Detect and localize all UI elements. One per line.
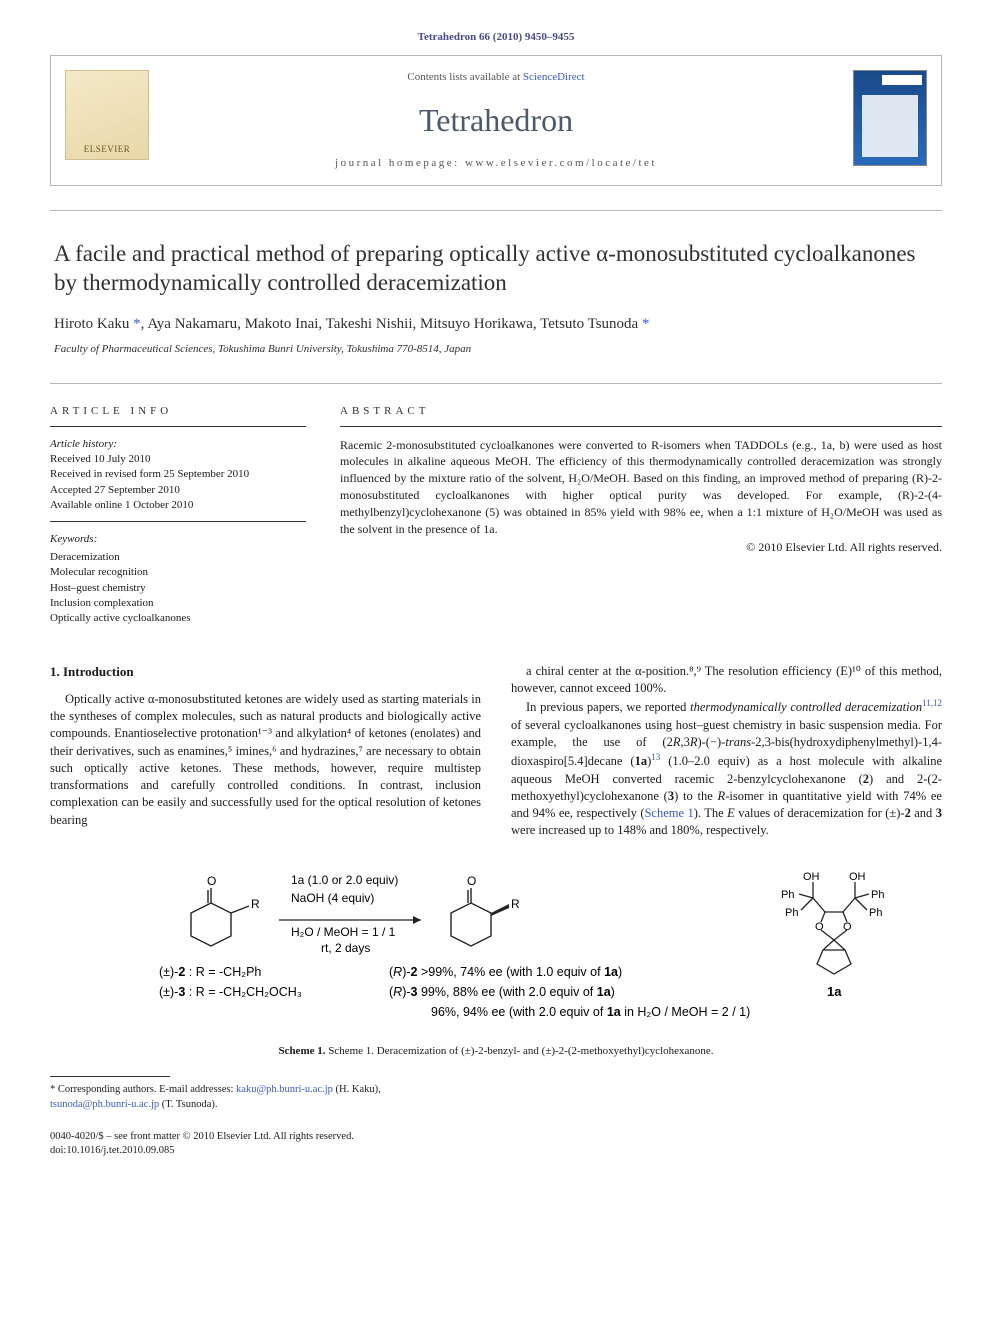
- history-item: Accepted 27 September 2010: [50, 483, 306, 498]
- footnote-text: Corresponding authors. E-mail addresses:: [58, 1084, 236, 1095]
- authors-line: Hiroto Kaku *, Aya Nakamaru, Makoto Inai…: [54, 314, 938, 334]
- scheme-text: (±)-3 : R = -CH₂CH₂OCH₃: [159, 985, 302, 999]
- contents-prefix: Contents lists available at: [407, 71, 522, 83]
- body-paragraph: In previous papers, we reported thermody…: [511, 697, 942, 839]
- corresponding-marker[interactable]: *: [133, 316, 141, 332]
- email-link[interactable]: tsunoda@ph.bunri-u.ac.jp: [50, 1099, 159, 1110]
- svg-text:Ph: Ph: [785, 907, 798, 919]
- journal-cover-thumbnail: [853, 70, 927, 166]
- keyword: Optically active cycloalkanones: [50, 611, 306, 626]
- article-title: A facile and practical method of prepari…: [54, 239, 938, 298]
- body-column-left: 1. Introduction Optically active α-monos…: [50, 663, 481, 840]
- footnote-text: (T. Tsunoda).: [159, 1099, 217, 1110]
- conditions-line: rt, 2 days: [321, 941, 370, 955]
- keywords-block: Keywords: Deracemization Molecular recog…: [50, 532, 306, 626]
- reagent-line: 1a (1.0 or 2.0 equiv): [291, 873, 398, 887]
- history-item: Available online 1 October 2010: [50, 498, 306, 513]
- atom-label: O: [207, 874, 216, 888]
- sciencedirect-link[interactable]: ScienceDirect: [523, 71, 585, 83]
- history-label: Article history:: [50, 437, 306, 452]
- taddol-structure: OH OH Ph Ph Ph Ph O O: [781, 871, 884, 999]
- scheme-1: O R 1a (1.0 or 2.0 equiv) NaOH (4 equiv)…: [50, 858, 942, 1059]
- footnote-marker: *: [50, 1084, 55, 1095]
- substituent-label: R: [511, 897, 520, 911]
- info-abstract-row: ARTICLE INFO Article history: Received 1…: [50, 404, 942, 627]
- svg-text:OH: OH: [849, 871, 866, 883]
- atom-label: O: [467, 874, 476, 888]
- issn-line: 0040-4020/$ – see front matter © 2010 El…: [50, 1130, 942, 1144]
- article-info-column: ARTICLE INFO Article history: Received 1…: [50, 404, 306, 627]
- journal-header-box: ELSEVIER Contents lists available at Sci…: [50, 55, 942, 186]
- scheme-link[interactable]: Scheme 1: [644, 806, 693, 820]
- journal-reference: Tetrahedron 66 (2010) 9450–9455: [50, 30, 942, 45]
- citation-link[interactable]: 11,12: [922, 698, 942, 708]
- svg-text:O: O: [843, 921, 852, 933]
- body-column-right: a chiral center at the α-position.⁸,⁹ Th…: [511, 663, 942, 840]
- author: Aya Nakamaru: [147, 316, 237, 332]
- corresponding-marker[interactable]: *: [642, 316, 650, 332]
- scheme-svg: O R 1a (1.0 or 2.0 equiv) NaOH (4 equiv)…: [51, 858, 941, 1038]
- footnote-text: (H. Kaku),: [333, 1084, 381, 1095]
- scheme-text: (R)-3 99%, 88% ee (with 2.0 equiv of 1a): [389, 985, 615, 999]
- scheme-figure: O R 1a (1.0 or 2.0 equiv) NaOH (4 equiv)…: [50, 858, 942, 1038]
- keyword: Inclusion complexation: [50, 596, 306, 611]
- compound-label: 1a: [827, 984, 842, 999]
- svg-text:OH: OH: [803, 871, 820, 883]
- scheme-caption-text: Scheme 1. Deracemization of (±)-2-benzyl…: [328, 1045, 713, 1057]
- journal-homepage-line: journal homepage: www.elsevier.com/locat…: [171, 156, 821, 171]
- elsevier-logo: ELSEVIER: [65, 70, 149, 160]
- contents-available-line: Contents lists available at ScienceDirec…: [171, 70, 821, 85]
- body-two-columns: 1. Introduction Optically active α-monos…: [50, 663, 942, 840]
- substituent-label: R: [251, 897, 260, 911]
- homepage-url: www.elsevier.com/locate/tet: [465, 157, 657, 169]
- abstract-label: ABSTRACT: [340, 404, 942, 427]
- history-item: Received 10 July 2010: [50, 452, 306, 467]
- keywords-label: Keywords:: [50, 532, 306, 547]
- journal-name: Tetrahedron: [171, 99, 821, 142]
- affiliation: Faculty of Pharmaceutical Sciences, Toku…: [54, 342, 938, 357]
- author: Mitsuyo Horikawa: [420, 316, 533, 332]
- article-info-label: ARTICLE INFO: [50, 404, 306, 427]
- page: Tetrahedron 66 (2010) 9450–9455 ELSEVIER…: [0, 0, 992, 1178]
- history-item: Received in revised form 25 September 20…: [50, 467, 306, 482]
- doi-line: doi:10.1016/j.tet.2010.09.085: [50, 1144, 942, 1158]
- author: Hiroto Kaku: [54, 316, 129, 332]
- author: Makoto Inai: [245, 316, 319, 332]
- keyword: Molecular recognition: [50, 565, 306, 580]
- abstract-column: ABSTRACT Racemic 2-monosubstituted cyclo…: [340, 404, 942, 627]
- author: Tetsuto Tsunoda: [540, 316, 638, 332]
- page-footer: 0040-4020/$ – see front matter © 2010 El…: [50, 1130, 942, 1158]
- article-history: Article history: Received 10 July 2010 R…: [50, 437, 306, 523]
- corresponding-footnote: * Corresponding authors. E-mail addresse…: [50, 1083, 942, 1111]
- svg-text:Ph: Ph: [871, 889, 884, 901]
- email-link[interactable]: kaku@ph.bunri-u.ac.jp: [236, 1084, 333, 1095]
- article-header-box: A facile and practical method of prepari…: [50, 210, 942, 384]
- keyword: Host–guest chemistry: [50, 581, 306, 596]
- abstract-copyright: © 2010 Elsevier Ltd. All rights reserved…: [340, 539, 942, 555]
- homepage-prefix: journal homepage:: [335, 157, 465, 169]
- abstract-text: Racemic 2-monosubstituted cycloalkanones…: [340, 437, 942, 538]
- scheme-text: (±)-2 : R = -CH₂Ph: [159, 965, 261, 979]
- body-paragraph: Optically active α-monosubstituted keton…: [50, 691, 481, 829]
- section-heading: 1. Introduction: [50, 663, 481, 681]
- scheme-caption: Scheme 1. Scheme 1. Deracemization of (±…: [50, 1044, 942, 1059]
- svg-text:Ph: Ph: [781, 889, 794, 901]
- reagent-line: NaOH (4 equiv): [291, 891, 374, 905]
- svg-text:Ph: Ph: [869, 907, 882, 919]
- citation-link[interactable]: 13: [651, 752, 660, 762]
- solvent-line: H₂O / MeOH = 1 / 1: [291, 925, 396, 939]
- author: Takeshi Nishii: [326, 316, 413, 332]
- keyword: Deracemization: [50, 550, 306, 565]
- scheme-text: 96%, 94% ee (with 2.0 equiv of 1a in H₂O…: [431, 1005, 750, 1019]
- body-paragraph: a chiral center at the α-position.⁸,⁹ Th…: [511, 663, 942, 698]
- footnote-rule: [50, 1076, 170, 1077]
- scheme-text: (R)-2 >99%, 74% ee (with 1.0 equiv of 1a…: [389, 965, 622, 979]
